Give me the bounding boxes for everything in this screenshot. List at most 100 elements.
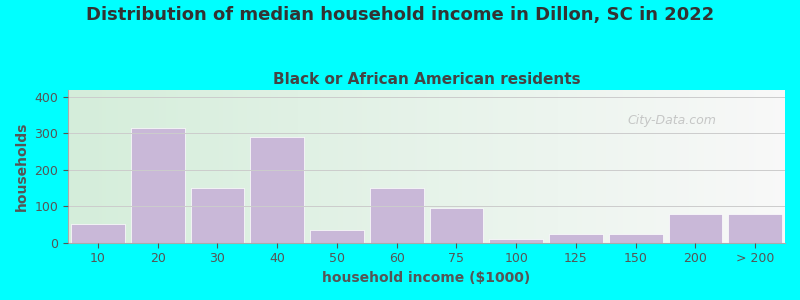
Bar bbox=[94, 90, 97, 243]
Bar bbox=[477, 90, 479, 243]
Bar bbox=[245, 90, 247, 243]
Bar bbox=[608, 90, 610, 243]
Bar bbox=[240, 90, 242, 243]
Bar bbox=[278, 90, 281, 243]
Bar bbox=[178, 90, 181, 243]
Bar bbox=[310, 90, 312, 243]
Bar bbox=[259, 90, 262, 243]
Bar bbox=[675, 90, 678, 243]
Bar bbox=[102, 90, 104, 243]
Bar bbox=[106, 90, 109, 243]
Bar bbox=[390, 90, 393, 243]
Bar bbox=[562, 90, 565, 243]
Bar bbox=[116, 90, 118, 243]
Bar bbox=[202, 90, 204, 243]
Bar bbox=[290, 90, 293, 243]
Bar bbox=[360, 90, 362, 243]
Bar bbox=[534, 90, 537, 243]
Bar bbox=[252, 90, 254, 243]
Bar bbox=[644, 90, 646, 243]
Bar bbox=[458, 90, 460, 243]
Bar bbox=[358, 90, 360, 243]
Bar bbox=[692, 90, 694, 243]
Bar bbox=[642, 90, 644, 243]
Bar bbox=[114, 90, 116, 243]
Bar bbox=[770, 90, 773, 243]
Bar bbox=[627, 90, 630, 243]
Bar bbox=[503, 90, 506, 243]
Text: Distribution of median household income in Dillon, SC in 2022: Distribution of median household income … bbox=[86, 6, 714, 24]
Bar bbox=[211, 90, 214, 243]
Bar bbox=[539, 90, 542, 243]
Bar bbox=[193, 90, 194, 243]
Bar bbox=[238, 90, 240, 243]
Bar bbox=[92, 90, 94, 243]
Bar bbox=[501, 90, 503, 243]
Bar bbox=[126, 90, 128, 243]
Bar bbox=[133, 90, 135, 243]
Bar bbox=[622, 90, 625, 243]
Bar bbox=[402, 90, 405, 243]
Bar bbox=[479, 90, 482, 243]
Bar bbox=[355, 90, 358, 243]
Bar bbox=[322, 90, 324, 243]
Bar bbox=[758, 90, 761, 243]
Bar bbox=[598, 90, 601, 243]
Bar bbox=[704, 90, 706, 243]
Bar bbox=[176, 90, 178, 243]
Bar bbox=[465, 90, 467, 243]
Bar bbox=[572, 90, 574, 243]
Bar bbox=[584, 90, 586, 243]
Bar bbox=[230, 90, 233, 243]
Bar bbox=[726, 90, 728, 243]
Bar bbox=[429, 90, 431, 243]
Bar bbox=[486, 90, 489, 243]
Bar bbox=[233, 90, 235, 243]
Bar bbox=[556, 90, 558, 243]
Bar bbox=[690, 90, 692, 243]
Bar bbox=[656, 90, 658, 243]
Bar bbox=[484, 90, 486, 243]
Bar bbox=[138, 90, 140, 243]
Bar bbox=[346, 90, 348, 243]
Bar bbox=[370, 188, 423, 243]
Bar bbox=[271, 90, 274, 243]
Bar bbox=[302, 90, 305, 243]
Bar bbox=[82, 90, 85, 243]
Bar bbox=[639, 90, 642, 243]
Bar bbox=[128, 90, 130, 243]
Bar bbox=[312, 90, 314, 243]
Bar bbox=[206, 90, 209, 243]
Bar bbox=[274, 90, 276, 243]
Bar bbox=[145, 90, 147, 243]
Bar bbox=[430, 208, 483, 243]
Bar bbox=[658, 90, 661, 243]
Bar bbox=[766, 90, 768, 243]
Bar bbox=[374, 90, 376, 243]
Bar bbox=[336, 90, 338, 243]
Bar bbox=[216, 90, 218, 243]
Bar bbox=[412, 90, 414, 243]
Bar bbox=[417, 90, 419, 243]
Bar bbox=[353, 90, 355, 243]
Bar bbox=[742, 90, 744, 243]
Bar bbox=[474, 90, 477, 243]
Bar bbox=[393, 90, 395, 243]
Bar bbox=[80, 90, 82, 243]
Bar bbox=[70, 90, 73, 243]
Bar bbox=[544, 90, 546, 243]
Bar bbox=[728, 90, 730, 243]
Bar bbox=[735, 90, 738, 243]
Bar bbox=[651, 90, 654, 243]
Bar bbox=[118, 90, 121, 243]
Bar bbox=[489, 90, 491, 243]
Bar bbox=[527, 90, 530, 243]
Bar bbox=[171, 90, 174, 243]
Bar bbox=[407, 90, 410, 243]
Bar bbox=[324, 90, 326, 243]
Bar bbox=[728, 214, 782, 243]
Bar bbox=[71, 224, 125, 243]
Bar bbox=[506, 90, 508, 243]
Bar bbox=[147, 90, 150, 243]
Bar bbox=[257, 90, 259, 243]
